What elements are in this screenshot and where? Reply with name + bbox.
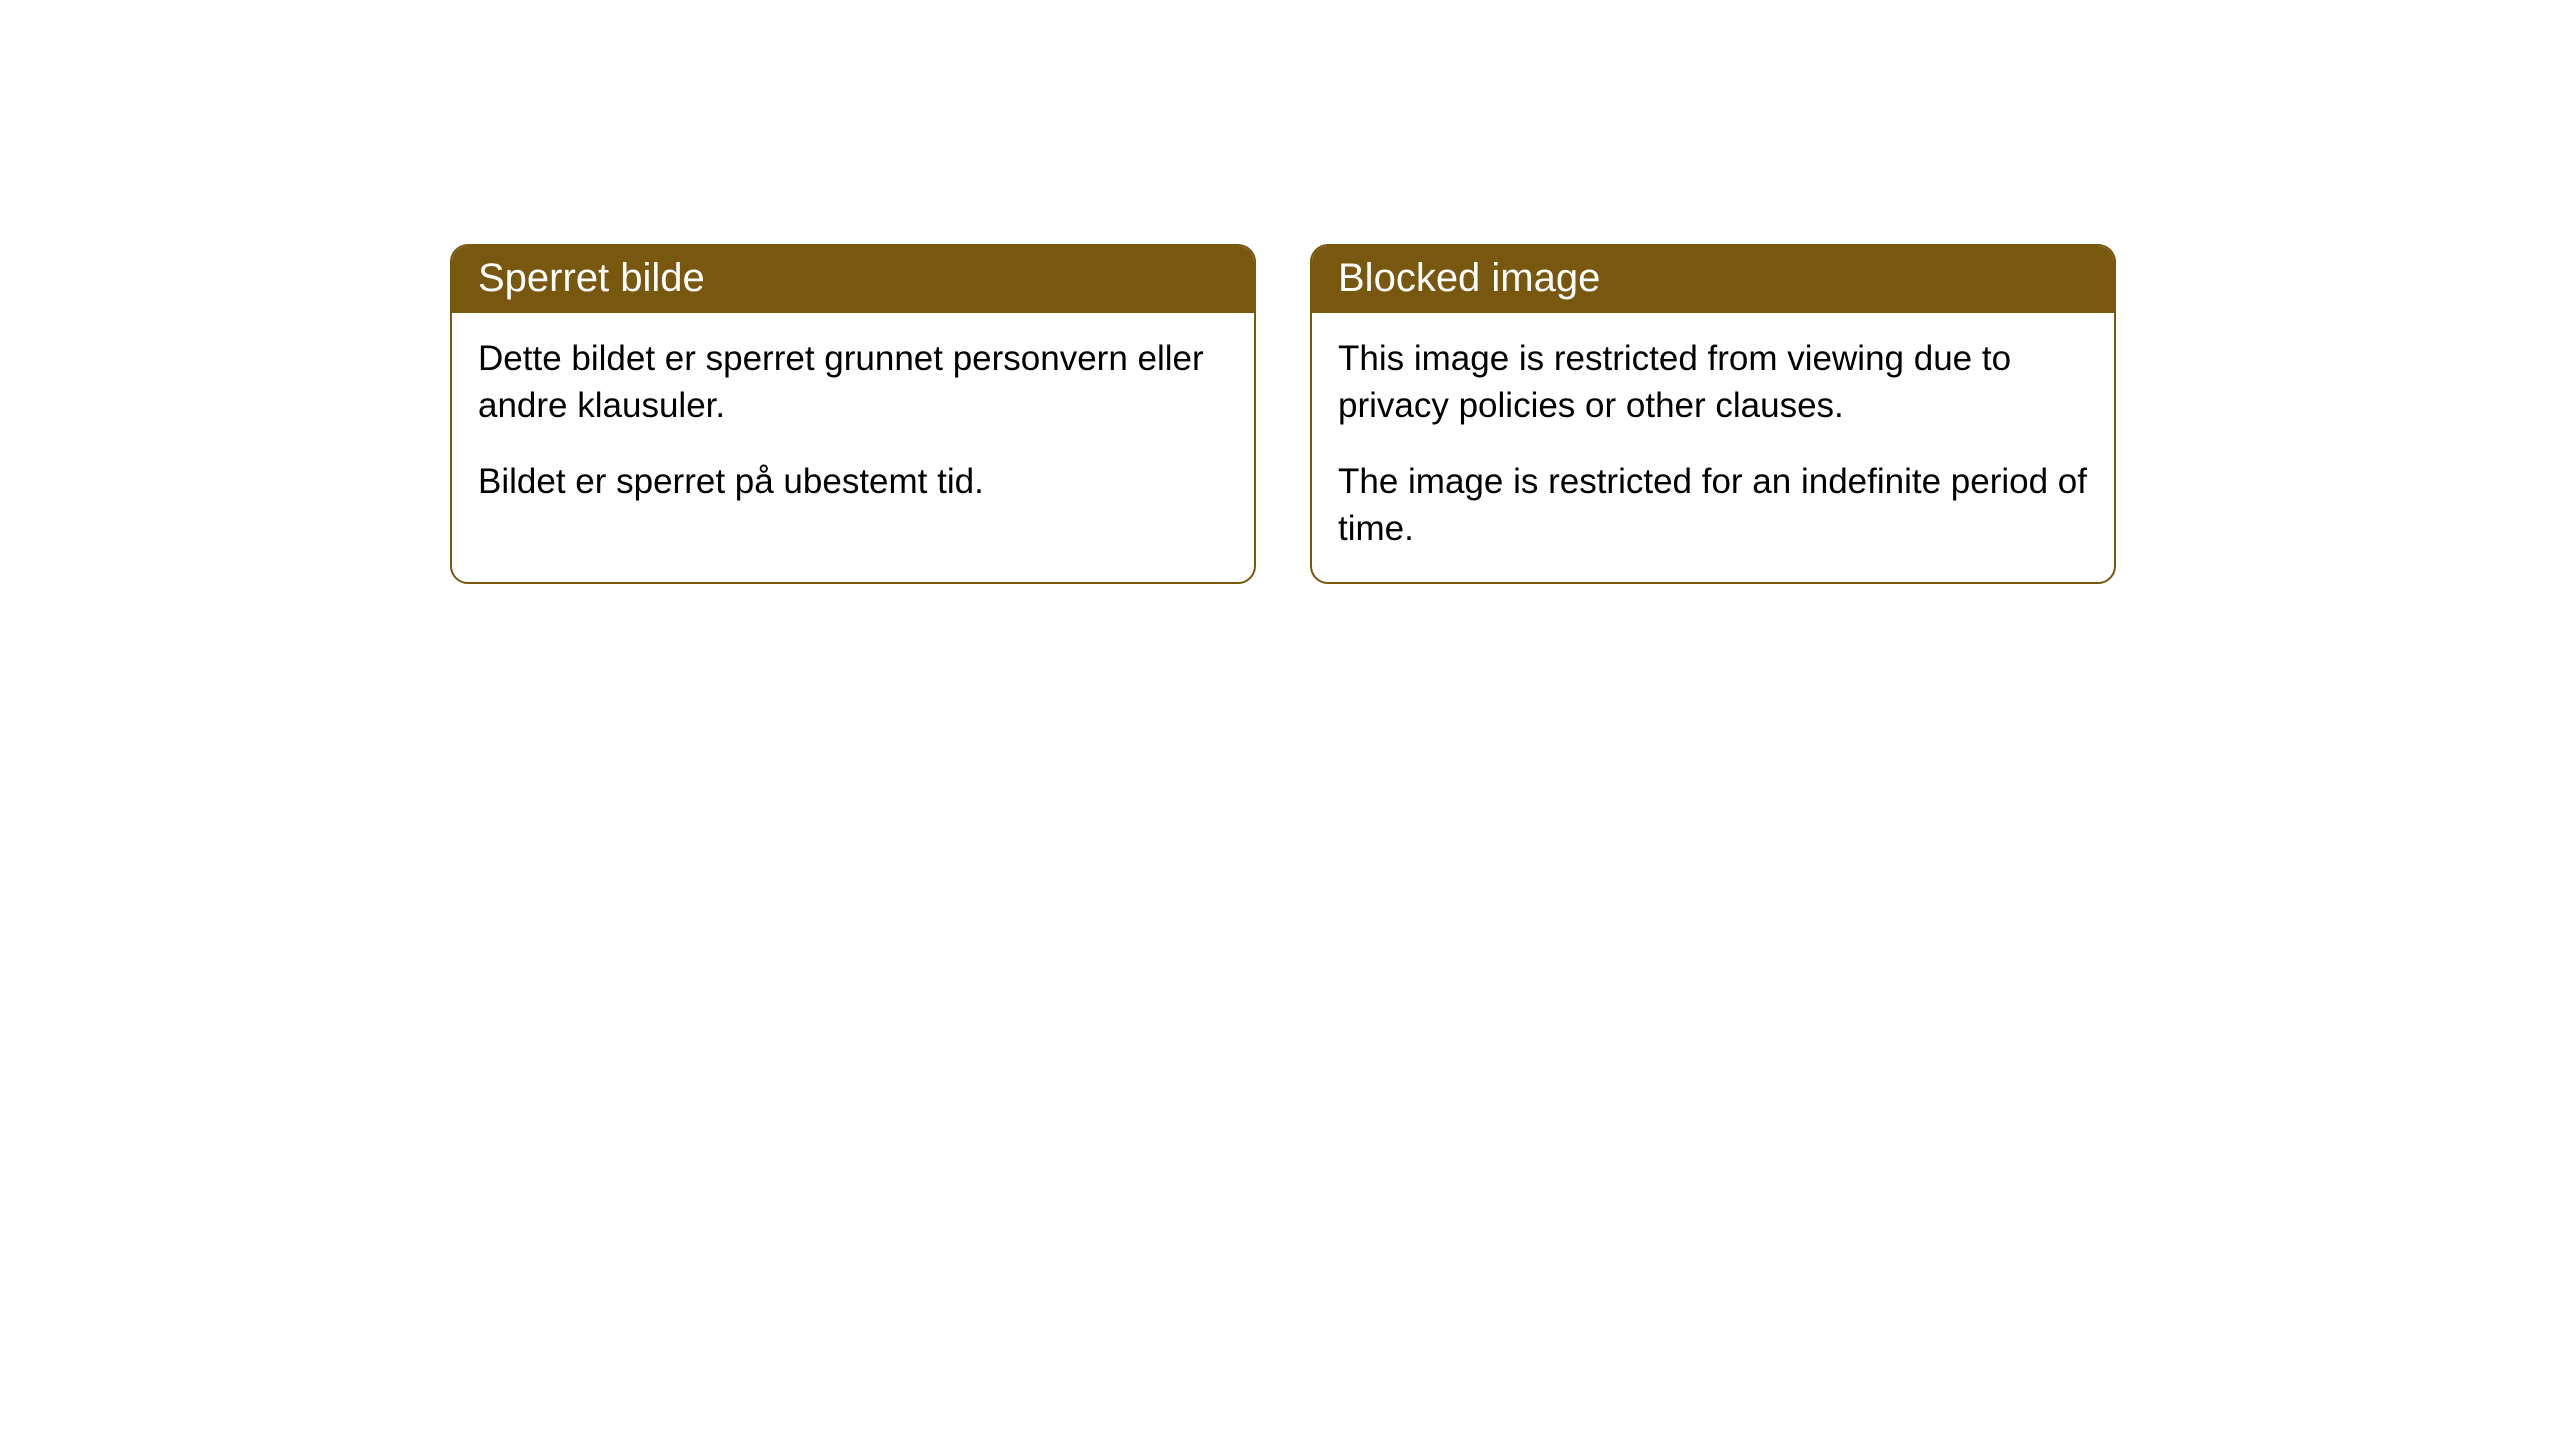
card-paragraph-2: The image is restricted for an indefinit… [1338,458,2088,553]
card-paragraph-1: This image is restricted from viewing du… [1338,335,2088,430]
card-paragraph-1: Dette bildet er sperret grunnet personve… [478,335,1228,430]
notice-cards-container: Sperret bilde Dette bildet er sperret gr… [450,244,2116,584]
card-header: Sperret bilde [452,246,1254,313]
notice-card-norwegian: Sperret bilde Dette bildet er sperret gr… [450,244,1256,584]
card-body: This image is restricted from viewing du… [1312,313,2114,582]
card-body: Dette bildet er sperret grunnet personve… [452,313,1254,535]
card-header: Blocked image [1312,246,2114,313]
card-title: Blocked image [1338,256,1600,300]
card-title: Sperret bilde [478,256,705,300]
card-paragraph-2: Bildet er sperret på ubestemt tid. [478,458,1228,505]
notice-card-english: Blocked image This image is restricted f… [1310,244,2116,584]
